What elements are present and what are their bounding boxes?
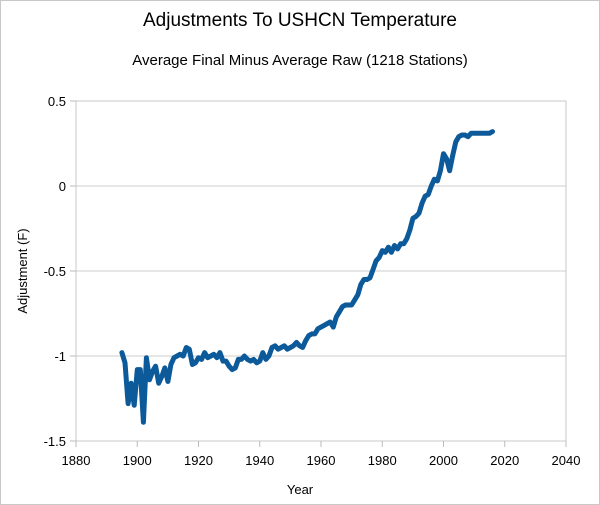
y-tick-label: -1 xyxy=(54,349,66,364)
x-tick-label: 2020 xyxy=(490,453,519,468)
x-tick-label: 1980 xyxy=(368,453,397,468)
x-tick-label: 1960 xyxy=(307,453,336,468)
x-axis: 1880 1900 1920 1940 1960 1980 2000 2020 2040 xyxy=(62,441,581,468)
y-tick-label: 0 xyxy=(59,179,66,194)
y-tick-label: -1.5 xyxy=(44,434,66,449)
chart-subtitle: Average Final Minus Average Raw (1218 St… xyxy=(132,52,467,69)
chart-title: Adjustments To USHCN Temperature xyxy=(143,10,457,31)
x-tick-label: 1920 xyxy=(184,453,213,468)
x-tick-label: 2040 xyxy=(552,453,581,468)
x-tick-label: 1880 xyxy=(62,453,91,468)
x-tick-label: 1940 xyxy=(245,453,274,468)
x-tick-label: 2000 xyxy=(429,453,458,468)
y-axis-label: Adjustment (F) xyxy=(15,228,30,313)
y-tick-label: 0.5 xyxy=(48,94,66,109)
data-points xyxy=(121,131,493,423)
series-line xyxy=(119,129,495,425)
gridlines xyxy=(76,100,566,442)
x-tick-label: 1900 xyxy=(123,453,152,468)
y-tick-label: -0.5 xyxy=(44,264,66,279)
y-axis: 0.5 0 -0.5 -1 -1.5 xyxy=(44,94,76,449)
x-axis-label: Year xyxy=(287,482,314,497)
